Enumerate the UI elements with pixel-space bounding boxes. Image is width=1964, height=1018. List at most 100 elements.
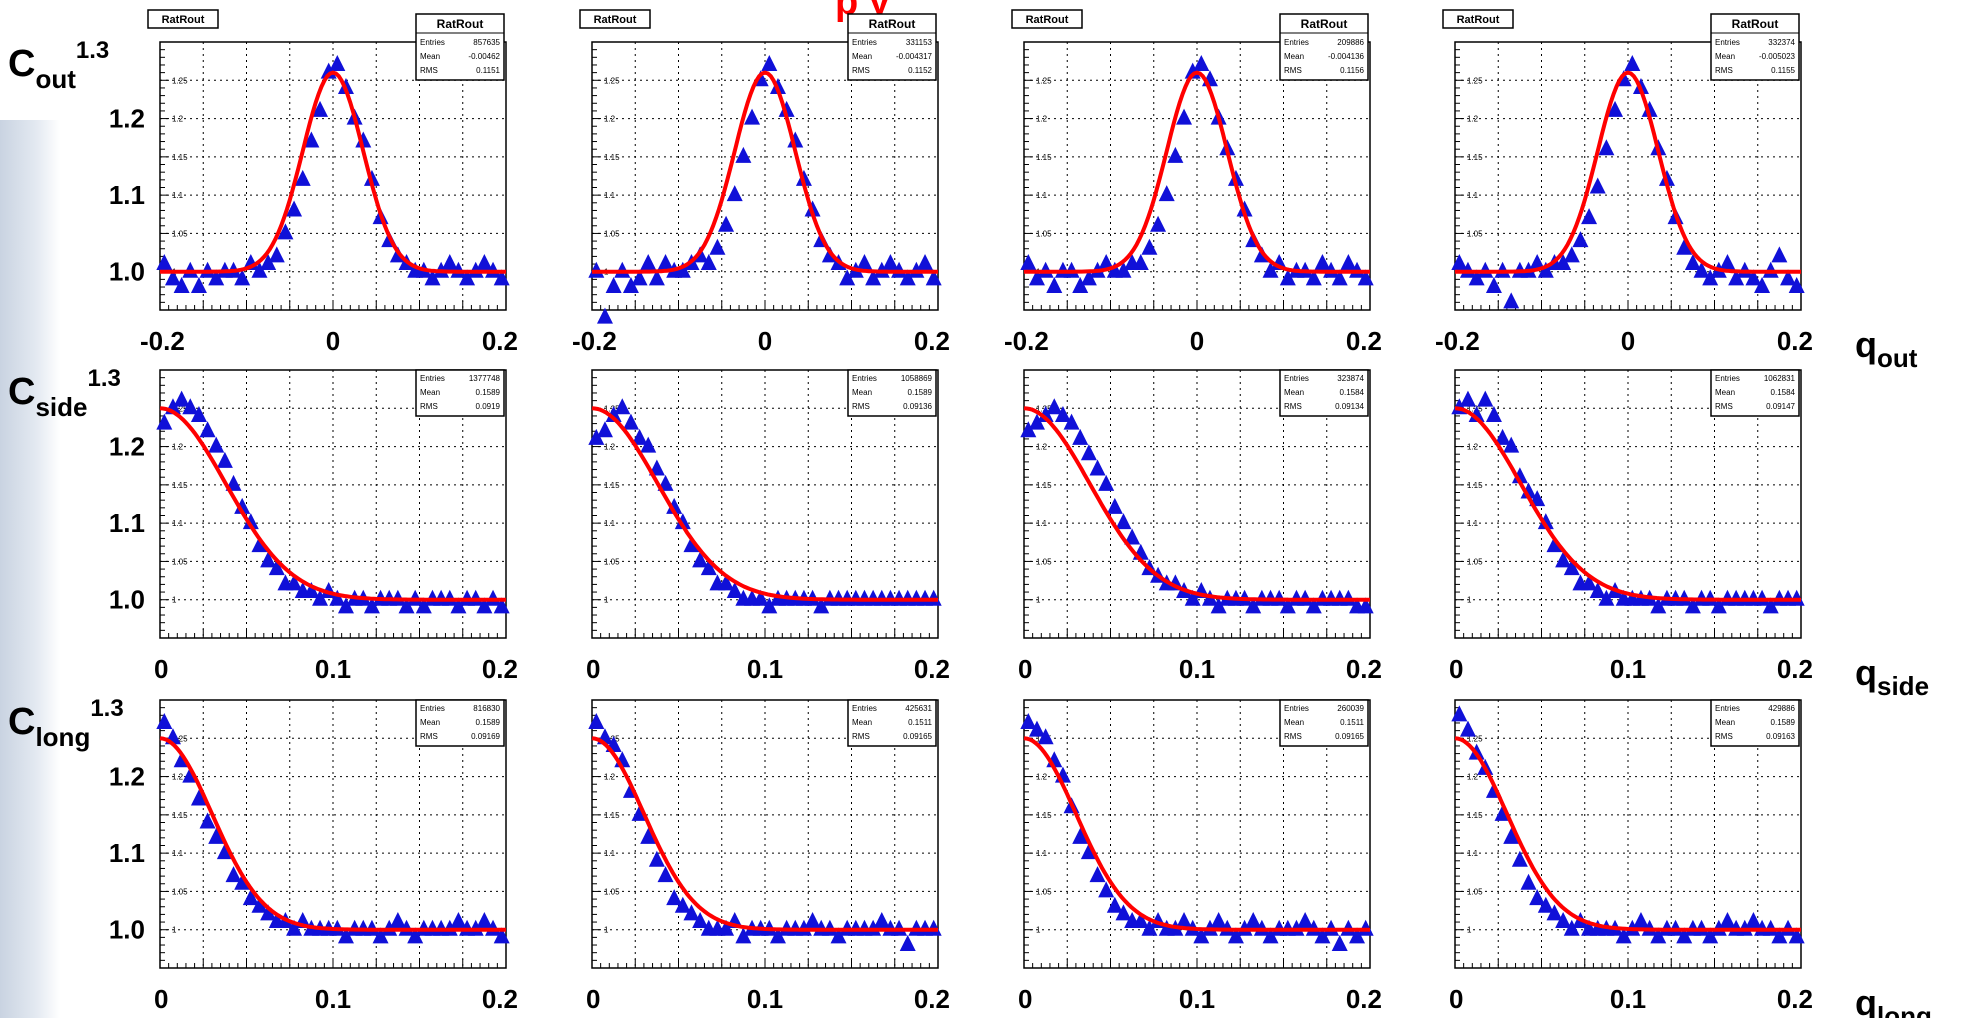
data-point <box>1477 390 1494 407</box>
data-point <box>1193 927 1210 944</box>
data-point <box>1046 277 1063 294</box>
data-point <box>1511 467 1528 484</box>
data-point <box>1072 827 1089 844</box>
fit-curve <box>1454 406 1801 602</box>
data-point <box>1089 459 1106 476</box>
x-tick-label: 0.1 <box>1610 984 1646 1014</box>
stats-value: 0.1584 <box>1771 388 1796 397</box>
data-point <box>1494 428 1511 445</box>
data-point <box>1589 177 1606 194</box>
stats-value: 331153 <box>906 38 933 47</box>
data-point <box>234 269 251 286</box>
data-point <box>1072 428 1089 445</box>
data-point <box>493 269 510 286</box>
data-point <box>1719 254 1736 271</box>
x-tick-label: 0.2 <box>914 326 950 356</box>
data-point <box>476 912 493 929</box>
inner-ytick-label: 1.2 <box>1467 115 1479 124</box>
x-tick-label: 0.2 <box>1346 654 1382 684</box>
data-point <box>1080 269 1097 286</box>
data-point <box>674 896 691 913</box>
data-point <box>1555 912 1572 929</box>
data-point <box>1305 269 1322 286</box>
inner-ytick-label: 1.05 <box>1467 229 1483 238</box>
stats-value: 0.09169 <box>471 732 500 741</box>
data-point <box>242 513 259 530</box>
q-label-long: qlong <box>1855 982 1932 1018</box>
data-point <box>648 269 665 286</box>
fit-curve <box>1455 70 1801 274</box>
data-point <box>268 559 285 576</box>
data-point <box>450 597 467 614</box>
outer-ytick-label: 1.1 <box>109 508 145 538</box>
data-point <box>1089 866 1106 883</box>
data-point <box>899 935 916 952</box>
outer-ytick-label: 1.1 <box>109 838 145 868</box>
data-point <box>813 597 830 614</box>
data-point <box>1451 705 1468 722</box>
data-point <box>1537 513 1554 530</box>
inner-ytick-label: 1.2 <box>172 443 184 452</box>
inner-ytick-label: 1.25 <box>1467 734 1483 743</box>
x-tick-label: 0.2 <box>1346 984 1382 1014</box>
data-point <box>640 827 657 844</box>
data-point <box>1598 139 1615 156</box>
data-point <box>700 254 717 271</box>
data-point <box>631 269 648 286</box>
x-tick-label: 0.2 <box>1777 654 1813 684</box>
data-point <box>173 277 190 294</box>
data-point <box>242 889 259 906</box>
stats-label: RMS <box>420 402 438 411</box>
data-point <box>1331 935 1348 952</box>
x-tick-label: -0.2 <box>1004 326 1049 356</box>
data-point <box>1529 254 1546 271</box>
inner-ytick-label: 1.05 <box>604 229 620 238</box>
inner-ytick-label: 1.05 <box>604 557 620 566</box>
stats-label: Entries <box>420 704 445 713</box>
inner-ytick-label: 1 <box>1467 596 1472 605</box>
inner-ytick-label: 1 <box>172 596 177 605</box>
data-point <box>1624 54 1641 71</box>
data-point <box>1028 413 1045 430</box>
data-point <box>459 269 476 286</box>
data-point <box>251 536 268 553</box>
data-point <box>268 246 285 263</box>
data-point <box>303 582 320 599</box>
data-point <box>208 827 225 844</box>
data-point <box>1020 712 1037 729</box>
x-tick-label: 0.1 <box>747 984 783 1014</box>
data-point <box>1684 597 1701 614</box>
data-point <box>1098 254 1115 271</box>
data-point <box>156 254 173 271</box>
data-point <box>1537 261 1554 278</box>
stats-label: Entries <box>852 38 877 47</box>
inner-ytick-label: 1.2 <box>1036 443 1048 452</box>
data-point <box>1589 582 1606 599</box>
data-point <box>1503 436 1520 453</box>
stats-value: -0.004317 <box>896 52 933 61</box>
x-tick-label: 0 <box>758 326 772 356</box>
data-point <box>329 589 346 606</box>
stats-box <box>1279 369 1369 417</box>
data-point <box>1063 413 1080 430</box>
data-point <box>718 574 735 591</box>
stats-value: 425631 <box>905 704 932 713</box>
stats-value: 0.0919 <box>476 402 501 411</box>
data-point <box>683 536 700 553</box>
data-point <box>337 597 354 614</box>
data-point <box>744 108 761 125</box>
data-point <box>329 54 346 71</box>
data-point <box>1745 269 1762 286</box>
stats-value: 260039 <box>1337 704 1364 713</box>
x-tick-label: -0.2 <box>1435 326 1480 356</box>
inner-ytick-label: 1.15 <box>172 481 188 490</box>
data-point <box>1581 208 1598 225</box>
inner-ytick-label: 1 <box>1467 926 1472 935</box>
data-point <box>622 413 639 430</box>
stats-label: Entries <box>852 374 877 383</box>
hist-name-tag <box>1011 9 1083 29</box>
data-point <box>605 405 622 422</box>
inner-ytick-label: 1 <box>604 926 609 935</box>
stats-label: RMS <box>420 732 438 741</box>
data-point <box>286 919 303 936</box>
